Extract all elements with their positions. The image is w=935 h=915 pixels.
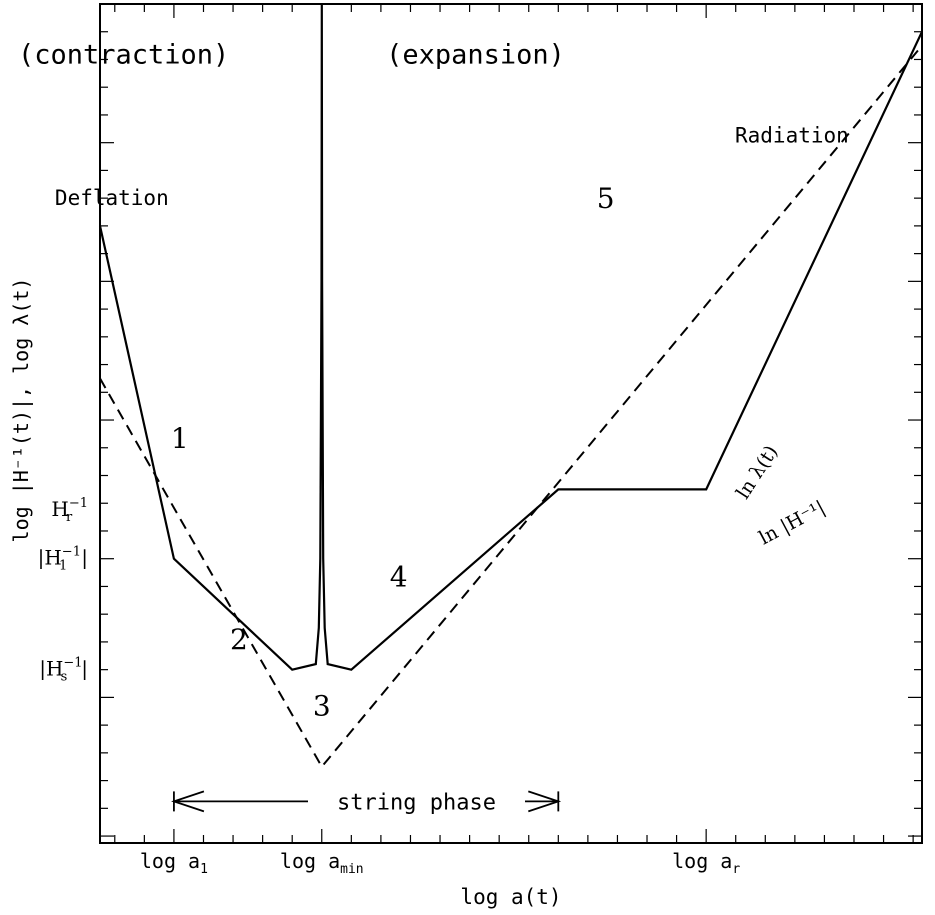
- series-lambda: [99, 44, 923, 769]
- phase-label: Deflation: [55, 186, 169, 210]
- arrow-label: string phase: [337, 790, 496, 815]
- x-axis-label: log a(t): [460, 885, 561, 909]
- phase-label: Radiation: [735, 124, 849, 148]
- x-tick-label: log amin: [280, 849, 364, 877]
- point-label-2: 2: [230, 623, 248, 656]
- point-label-1: 1: [171, 422, 189, 455]
- x-tick-label: log a1: [140, 849, 208, 877]
- plot-frame: [99, 3, 923, 844]
- x-tick-label: log ar: [672, 849, 740, 877]
- point-label-4: 4: [390, 560, 408, 593]
- region-label: (contraction): [18, 40, 229, 71]
- y-axis-label: log |H⁻¹(t)|, log λ(t): [9, 278, 33, 543]
- point-label-5: 5: [597, 182, 615, 215]
- arrow-head-right: [528, 790, 562, 813]
- point-label-3: 3: [313, 689, 331, 722]
- arrow-head-left: [171, 790, 205, 813]
- y-tick-label: |H−1 1 |: [38, 545, 88, 574]
- region-label: (expansion): [386, 40, 565, 71]
- y-tick-label: |H−1 s |: [39, 656, 88, 685]
- series-H_inverse: [98, 3, 923, 671]
